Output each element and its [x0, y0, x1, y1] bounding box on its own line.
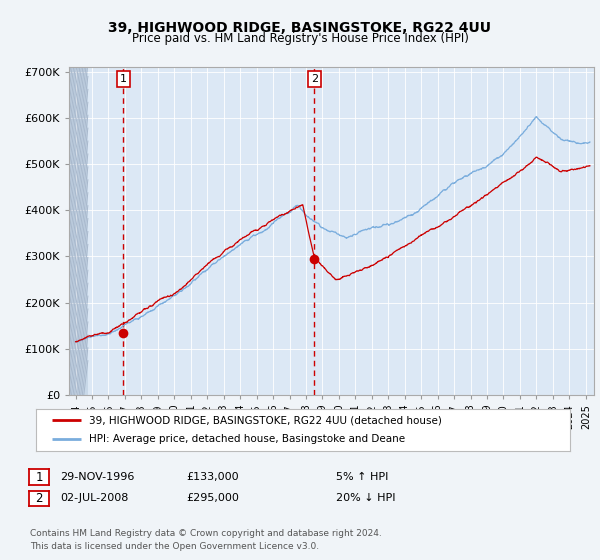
Text: 39, HIGHWOOD RIDGE, BASINGSTOKE, RG22 4UU: 39, HIGHWOOD RIDGE, BASINGSTOKE, RG22 4U… — [109, 21, 491, 35]
Text: 1: 1 — [35, 470, 43, 484]
Text: Price paid vs. HM Land Registry's House Price Index (HPI): Price paid vs. HM Land Registry's House … — [131, 32, 469, 45]
Text: This data is licensed under the Open Government Licence v3.0.: This data is licensed under the Open Gov… — [30, 542, 319, 550]
Text: 20% ↓ HPI: 20% ↓ HPI — [336, 493, 395, 503]
Text: 29-NOV-1996: 29-NOV-1996 — [60, 472, 134, 482]
Text: 2: 2 — [35, 492, 43, 505]
Text: HPI: Average price, detached house, Basingstoke and Deane: HPI: Average price, detached house, Basi… — [89, 435, 406, 445]
Text: £295,000: £295,000 — [186, 493, 239, 503]
Text: 5% ↑ HPI: 5% ↑ HPI — [336, 472, 388, 482]
Text: 02-JUL-2008: 02-JUL-2008 — [60, 493, 128, 503]
Text: 2: 2 — [311, 74, 318, 84]
Text: £133,000: £133,000 — [186, 472, 239, 482]
Bar — [67, 67, 88, 395]
Text: 39, HIGHWOOD RIDGE, BASINGSTOKE, RG22 4UU (detached house): 39, HIGHWOOD RIDGE, BASINGSTOKE, RG22 4U… — [89, 415, 442, 425]
Text: Contains HM Land Registry data © Crown copyright and database right 2024.: Contains HM Land Registry data © Crown c… — [30, 529, 382, 538]
Text: 1: 1 — [120, 74, 127, 84]
